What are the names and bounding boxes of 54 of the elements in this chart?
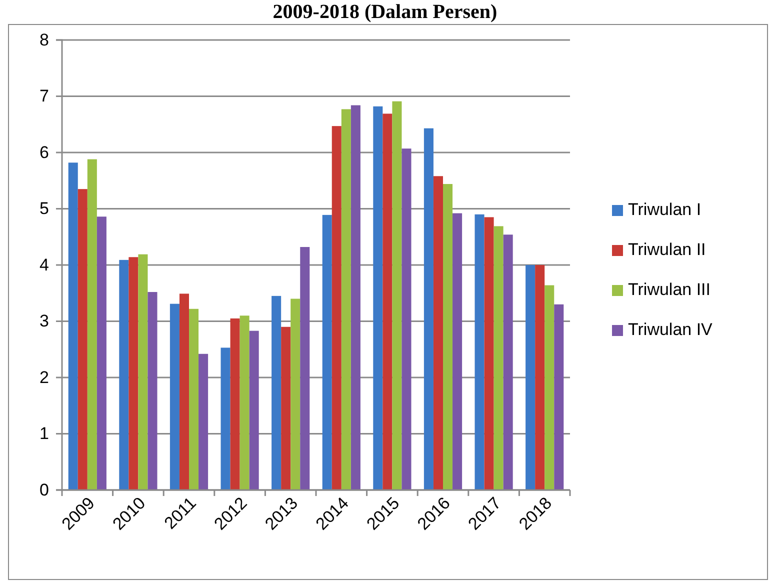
y-tick-label: 8: [40, 30, 49, 50]
bar: [433, 176, 443, 490]
y-tick-label: 0: [40, 480, 49, 500]
bar: [424, 128, 434, 490]
bar: [119, 260, 129, 490]
bar: [240, 316, 250, 490]
bar: [526, 265, 536, 490]
y-tick-label: 3: [40, 312, 49, 331]
bar: [87, 159, 97, 490]
y-tick-label: 2: [40, 368, 49, 387]
bar: [249, 330, 259, 490]
bar: [382, 114, 392, 490]
bar: [341, 109, 351, 490]
chart-title: 2009-2018 (Dalam Persen): [272, 1, 498, 23]
legend-label: Triwulan I: [628, 200, 702, 219]
bar: [554, 304, 564, 490]
bar: [179, 294, 189, 490]
bar: [220, 348, 230, 490]
bar: [198, 354, 208, 490]
bar: [443, 184, 453, 490]
bar: [350, 105, 360, 490]
bar: [373, 106, 383, 490]
bar: [138, 254, 148, 490]
bar: [503, 234, 513, 490]
bar: [272, 296, 282, 490]
y-tick-label: 4: [40, 255, 49, 274]
bar: [128, 257, 138, 490]
y-tick-label: 1: [40, 424, 49, 444]
bar: [494, 226, 504, 490]
bar: [189, 308, 199, 490]
bar: [96, 216, 106, 490]
legend-label: Triwulan III: [628, 280, 711, 299]
bar: [402, 148, 412, 490]
bar: [290, 298, 300, 490]
bar: [230, 318, 240, 490]
bar: [392, 101, 402, 490]
bar: [332, 126, 342, 490]
legend-label: Triwulan IV: [628, 320, 714, 339]
bar: [544, 285, 554, 490]
bar: [484, 217, 494, 490]
legend-label: Triwulan II: [628, 240, 706, 259]
bar: [474, 214, 484, 490]
y-tick-label: 7: [40, 86, 49, 106]
bar: [300, 247, 310, 490]
bar: [452, 213, 462, 490]
bar: [535, 265, 545, 490]
bar: [170, 304, 180, 490]
y-tick-label: 5: [40, 199, 49, 218]
bar: [78, 189, 88, 490]
bar: [322, 214, 332, 490]
bar: [148, 292, 158, 490]
bar: [281, 326, 291, 490]
y-tick-label: 6: [40, 142, 49, 162]
bar: [68, 162, 78, 490]
